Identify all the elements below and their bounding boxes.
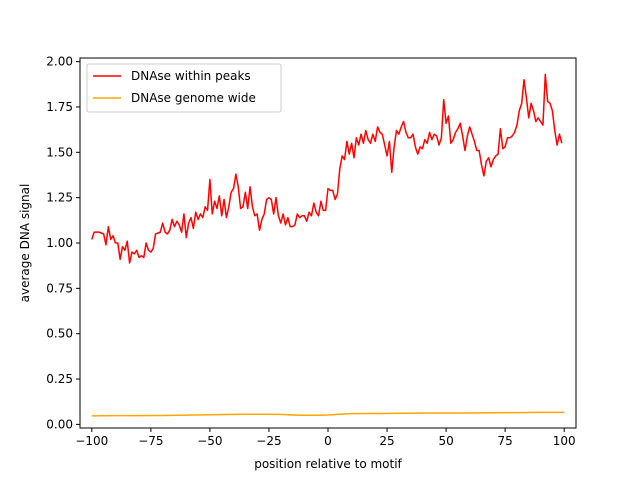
series-line-dnase-within-peaks — [91, 73, 563, 264]
x-tick-label: −75 — [138, 434, 163, 448]
series-line-dnase-genome-wide — [91, 411, 565, 417]
y-axis: 0.00 0.25 0.50 0.75 1.00 1.25 1.50 1.75 2.00 — [46, 55, 80, 431]
y-tick-label: 1.00 — [46, 236, 73, 250]
legend-box — [86, 63, 282, 113]
y-tick-label: 0.50 — [46, 327, 73, 341]
y-tick-label: 0.00 — [46, 417, 73, 431]
x-tick-label: −50 — [197, 434, 222, 448]
x-tick-label: 100 — [553, 434, 576, 448]
y-axis-label: average DNA signal — [18, 184, 32, 303]
y-tick-label: 1.75 — [46, 100, 73, 114]
legend: DNAse within peaks DNAse genome wide — [86, 63, 282, 113]
x-tick-label: 0 — [324, 434, 332, 448]
y-tick-label: 1.25 — [46, 191, 73, 205]
y-tick-label: 1.50 — [46, 145, 73, 159]
legend-label-dnase-genome-wide: DNAse genome wide — [131, 91, 256, 105]
x-axis: −100 −75 −50 −25 0 25 50 75 100 — [75, 428, 576, 448]
x-tick-label: 25 — [379, 434, 394, 448]
y-tick-label: 2.00 — [46, 55, 73, 69]
x-tick-label: −25 — [256, 434, 281, 448]
x-axis-label: position relative to motif — [254, 457, 402, 471]
x-tick-label: −100 — [75, 434, 108, 448]
y-tick-label: 0.25 — [46, 372, 73, 386]
y-tick-label: 0.75 — [46, 281, 73, 295]
series-layer — [91, 73, 565, 417]
legend-label-dnase-within-peaks: DNAse within peaks — [131, 69, 251, 83]
x-tick-label: 50 — [438, 434, 453, 448]
x-tick-label: 75 — [498, 434, 513, 448]
